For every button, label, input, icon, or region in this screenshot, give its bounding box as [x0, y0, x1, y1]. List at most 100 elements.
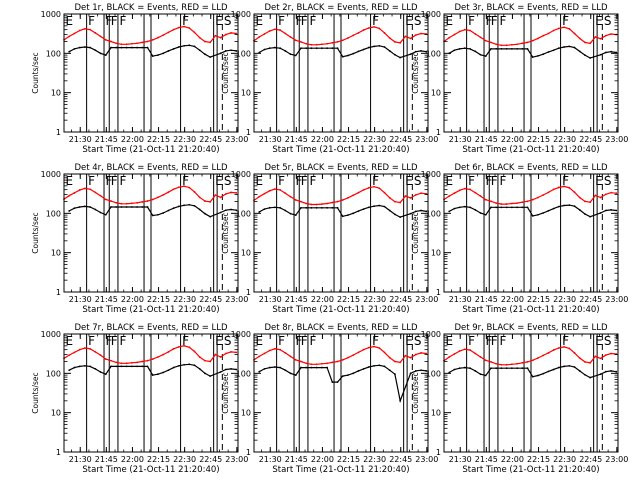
event-marker-label: F	[88, 174, 95, 188]
lld-data-point	[367, 346, 370, 349]
events-data-point	[394, 53, 396, 56]
event-marker-label: E	[215, 334, 223, 348]
lld-data-point	[94, 32, 97, 34]
lld-data-point	[157, 36, 159, 39]
lld-data-point	[136, 42, 138, 45]
lld-data-point	[604, 354, 607, 357]
events-data-point	[420, 369, 422, 372]
lld-data-point	[463, 187, 466, 190]
events-data-point	[73, 207, 76, 210]
events-data-point	[453, 207, 456, 210]
events-data-point	[230, 367, 232, 370]
events-data-point	[373, 364, 375, 367]
lld-data-point	[362, 188, 365, 191]
lld-data-point	[115, 201, 118, 204]
events-data-point	[357, 370, 360, 372]
events-data-point	[68, 369, 71, 372]
events-data-point	[495, 367, 498, 370]
y-tick-label: 100	[236, 369, 251, 378]
events-data-point	[573, 46, 576, 49]
events-data-point	[172, 366, 175, 369]
events-data-point	[209, 375, 212, 378]
lld-data-point	[235, 32, 238, 35]
lld-data-point	[305, 42, 308, 45]
lld-data-point	[83, 27, 86, 30]
events-data-point	[373, 45, 375, 48]
panel-5: Det 5r, BLACK = Events, RED = LLDEFFFFFE…	[221, 163, 438, 315]
events-data-point	[357, 210, 360, 212]
events-data-point	[414, 210, 417, 213]
lld-data-point	[399, 361, 402, 364]
x-tick-label: 22:45	[579, 135, 602, 144]
lld-data-point	[141, 201, 144, 203]
lld-data-point	[162, 34, 165, 37]
events-data-point	[141, 46, 144, 49]
lld-data-point	[125, 362, 128, 365]
events-data-point	[388, 369, 391, 372]
panel-title: Det 8r, BLACK = Events, RED = LLD	[264, 323, 418, 333]
event-marker-label: F	[372, 334, 379, 348]
lld-data-point	[584, 361, 586, 363]
events-data-point	[367, 46, 370, 49]
lld-data-point	[177, 26, 180, 29]
lld-data-point	[388, 356, 391, 359]
lld-data-point	[404, 195, 407, 197]
event-marker-label: E	[405, 14, 413, 28]
events-data-point	[453, 49, 456, 52]
y-tick-label: 1	[246, 128, 251, 137]
events-data-point	[258, 211, 261, 213]
events-data-point	[490, 47, 492, 50]
panel-title: Det 3r, BLACK = Events, RED = LLD	[454, 3, 608, 13]
panel-title: Det 1r, BLACK = Events, RED = LLD	[74, 3, 228, 13]
events-data-point	[604, 370, 607, 373]
lld-data-point	[563, 185, 565, 188]
lld-data-point	[563, 26, 565, 29]
y-tick-label: 1	[246, 448, 251, 457]
events-data-point	[167, 209, 170, 212]
panel-9: Det 9r, BLACK = Events, RED = LLDEFFFFFE…	[411, 323, 628, 475]
events-data-point	[610, 50, 612, 53]
lld-data-point	[310, 363, 313, 366]
events-data-point	[94, 49, 97, 52]
lld-data-point	[300, 41, 302, 43]
lld-data-point	[531, 359, 534, 362]
x-tick-label: 22:15	[147, 135, 170, 144]
events-data-point	[188, 44, 191, 47]
y-tick-label: 1	[436, 128, 441, 137]
event-marker-label: F	[468, 174, 475, 188]
y-axis-title: Counts/sec	[411, 212, 420, 253]
panel-3: Det 3r, BLACK = Events, RED = LLDEFFFFFE…	[411, 3, 628, 155]
events-data-point	[448, 210, 451, 213]
lld-data-point	[510, 202, 513, 205]
lld-data-point	[315, 203, 318, 206]
lld-data-point	[183, 25, 185, 28]
y-tick-label: 1000	[421, 10, 441, 19]
x-tick-label: 22:15	[147, 295, 170, 304]
lld-data-point	[490, 361, 492, 363]
lld-data-point	[284, 32, 287, 35]
events-data-point	[537, 374, 539, 377]
events-data-point	[315, 366, 318, 369]
lld-data-point	[490, 41, 492, 44]
events-data-point	[557, 205, 560, 208]
x-tick-label: 21:30	[259, 135, 282, 144]
event-marker-label: F	[301, 14, 308, 28]
lld-data-point	[99, 35, 102, 38]
x-tick-label: 21:30	[69, 455, 92, 464]
event-marker-label: E	[256, 174, 264, 188]
events-data-point	[531, 56, 534, 59]
lld-data-point	[104, 198, 107, 201]
events-data-point	[146, 206, 149, 208]
events-data-point	[305, 47, 308, 50]
plot-frame	[63, 333, 239, 453]
x-tick-label: 22:45	[199, 295, 222, 304]
events-data-point	[409, 53, 412, 56]
event-marker-label: F	[491, 334, 498, 348]
events-data-point	[599, 212, 602, 214]
event-marker-label: F	[111, 14, 118, 28]
lld-data-point	[484, 359, 487, 362]
lld-data-point	[326, 42, 328, 45]
events-data-point	[362, 208, 365, 211]
lld-data-point	[352, 34, 355, 37]
lld-data-point	[573, 191, 576, 194]
